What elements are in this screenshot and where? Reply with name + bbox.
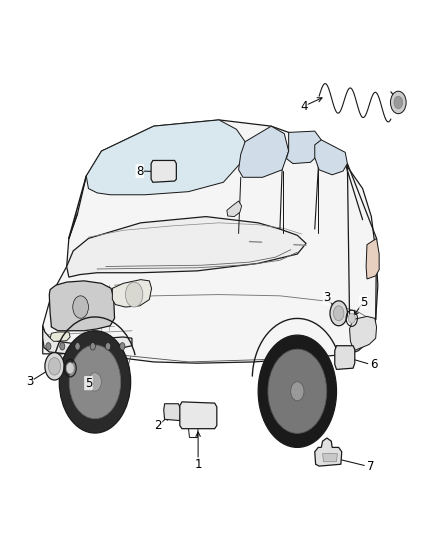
Circle shape bbox=[291, 382, 304, 401]
Text: 5: 5 bbox=[360, 296, 367, 309]
Circle shape bbox=[66, 362, 74, 374]
Polygon shape bbox=[67, 216, 306, 277]
Text: 3: 3 bbox=[323, 291, 331, 304]
Polygon shape bbox=[350, 317, 377, 351]
Text: 2: 2 bbox=[154, 419, 162, 432]
Polygon shape bbox=[315, 140, 347, 175]
Circle shape bbox=[348, 313, 355, 324]
Text: 4: 4 bbox=[300, 100, 307, 112]
Polygon shape bbox=[113, 280, 152, 307]
Text: 1: 1 bbox=[194, 458, 202, 471]
Polygon shape bbox=[315, 438, 342, 466]
Polygon shape bbox=[151, 160, 177, 182]
Text: 3: 3 bbox=[26, 375, 33, 389]
Polygon shape bbox=[50, 332, 70, 341]
Circle shape bbox=[330, 301, 347, 326]
Polygon shape bbox=[43, 120, 378, 363]
Circle shape bbox=[268, 349, 327, 433]
Circle shape bbox=[69, 345, 120, 419]
Circle shape bbox=[106, 343, 111, 350]
Polygon shape bbox=[86, 120, 245, 195]
Text: 5: 5 bbox=[85, 377, 92, 390]
Polygon shape bbox=[239, 126, 289, 177]
Circle shape bbox=[45, 353, 64, 380]
Circle shape bbox=[394, 96, 403, 109]
Circle shape bbox=[46, 343, 51, 350]
Polygon shape bbox=[164, 403, 181, 421]
Polygon shape bbox=[227, 201, 242, 216]
Polygon shape bbox=[180, 402, 217, 429]
Circle shape bbox=[88, 373, 101, 391]
Circle shape bbox=[391, 91, 406, 114]
Circle shape bbox=[73, 296, 88, 318]
Circle shape bbox=[48, 358, 60, 375]
Text: 7: 7 bbox=[367, 459, 374, 473]
Circle shape bbox=[90, 343, 95, 350]
Polygon shape bbox=[322, 454, 337, 462]
Polygon shape bbox=[286, 131, 321, 164]
Text: 6: 6 bbox=[371, 358, 378, 371]
Polygon shape bbox=[49, 281, 115, 331]
Polygon shape bbox=[43, 326, 132, 354]
Text: 8: 8 bbox=[136, 165, 144, 177]
Polygon shape bbox=[335, 346, 355, 369]
Circle shape bbox=[75, 343, 80, 350]
Polygon shape bbox=[366, 238, 379, 279]
Circle shape bbox=[59, 331, 131, 433]
Circle shape bbox=[120, 343, 125, 350]
Circle shape bbox=[60, 343, 65, 350]
Circle shape bbox=[333, 306, 344, 321]
Circle shape bbox=[258, 335, 336, 447]
Circle shape bbox=[125, 282, 143, 307]
